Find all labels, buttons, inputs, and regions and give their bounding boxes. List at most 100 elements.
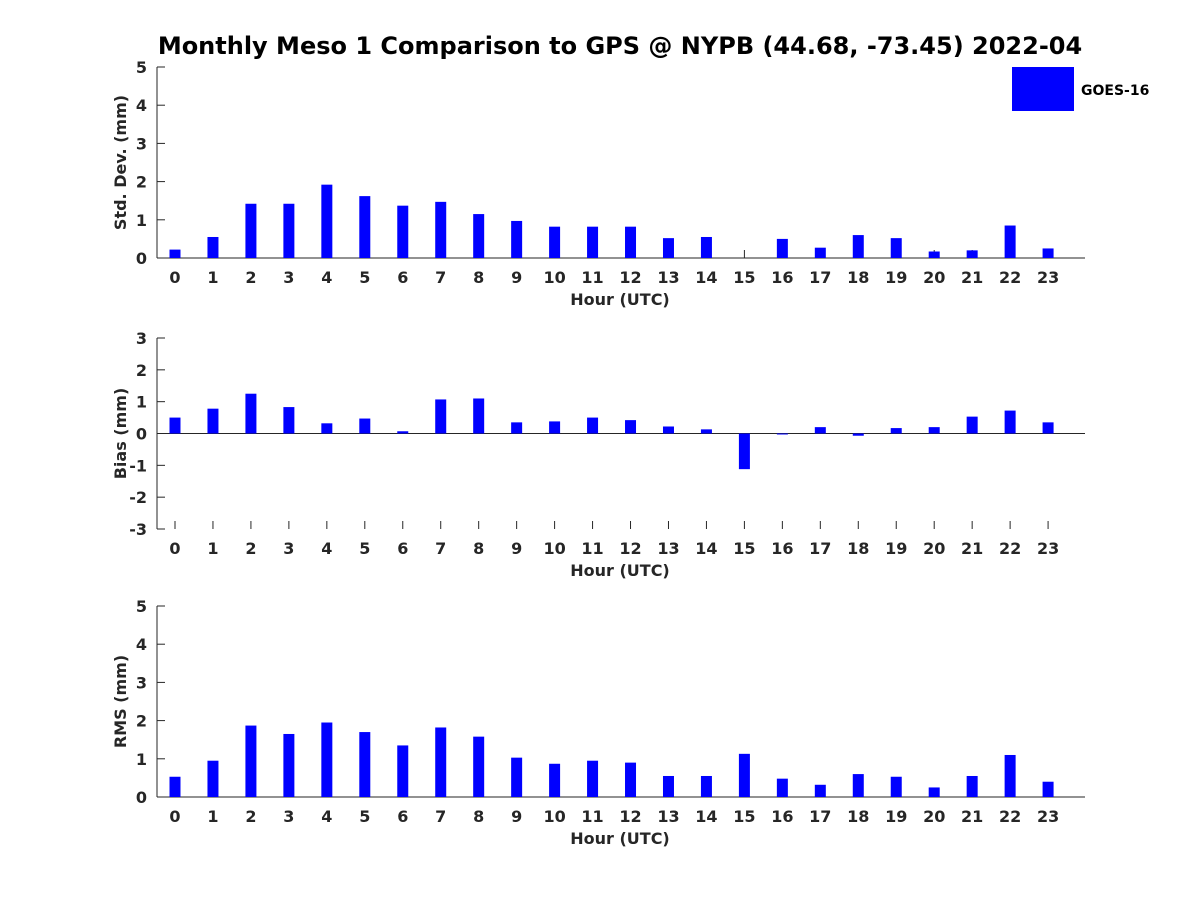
std-dev-x-tick-label: 2 (245, 268, 256, 287)
rms-bar-4 (321, 722, 333, 797)
bias-x-tick-label: 7 (435, 539, 446, 558)
bias-bar-21 (966, 416, 978, 434)
std-dev-bar-4 (321, 184, 333, 258)
rms-bar-19 (890, 776, 902, 797)
rms-bar-23 (1042, 781, 1054, 797)
bias-bar-11 (587, 417, 599, 434)
std-dev-x-tick-label: 10 (543, 268, 565, 287)
bias-bar-9 (511, 422, 523, 434)
rms-x-tick-label: 4 (321, 807, 332, 826)
bias-bar-5 (359, 418, 371, 434)
std-dev-x-tick-label: 4 (321, 268, 332, 287)
rms-bar-21 (966, 775, 978, 797)
rms-bar-20 (928, 787, 940, 797)
bias-x-tick-label: 17 (809, 539, 831, 558)
std-dev-bar-11 (587, 226, 599, 258)
bias-x-tick-label: 22 (999, 539, 1021, 558)
bias-x-tick-label: 9 (511, 539, 522, 558)
bias-y-tick-label: -3 (129, 520, 147, 539)
rms-bar-16 (776, 778, 788, 797)
std-dev-bar-19 (890, 238, 902, 258)
bias-x-tick-label: 11 (581, 539, 603, 558)
bias-x-tick-label: 12 (619, 539, 641, 558)
bias-x-tick-label: 10 (543, 539, 565, 558)
std-dev-bar-14 (700, 236, 712, 258)
rms-x-tick-label: 1 (207, 807, 218, 826)
bias-y-tick-label: 0 (136, 425, 147, 444)
rms-bar-18 (852, 774, 864, 797)
rms-bar-14 (700, 775, 712, 797)
std-dev-bar-6 (397, 205, 409, 258)
rms-bar-0 (169, 776, 181, 797)
std-dev-bar-23 (1042, 248, 1054, 258)
std-dev-x-tick-label: 6 (397, 268, 408, 287)
bias-x-tick-label: 2 (245, 539, 256, 558)
bias-x-tick-label: 19 (885, 539, 907, 558)
rms-x-tick-label: 9 (511, 807, 522, 826)
bias-bar-22 (1004, 410, 1016, 434)
bias-bar-7 (435, 399, 447, 434)
std-dev-bar-9 (511, 220, 523, 258)
bias-bar-23 (1042, 422, 1054, 434)
bias-bar-0 (169, 417, 181, 434)
rms-bar-15 (738, 753, 750, 797)
rms-x-tick-label: 21 (961, 807, 983, 826)
rms-y-tick-label: 5 (136, 597, 147, 616)
chart-title: Monthly Meso 1 Comparison to GPS @ NYPB … (158, 32, 1082, 60)
bias-x-tick-label: 4 (321, 539, 332, 558)
std-dev-x-tick-label: 20 (923, 268, 945, 287)
bias-x-tick-label: 18 (847, 539, 869, 558)
rms-x-tick-label: 2 (245, 807, 256, 826)
std-dev-x-tick-label: 21 (961, 268, 983, 287)
std-dev-y-tick-label: 5 (136, 58, 147, 77)
std-dev-bar-2 (245, 203, 257, 258)
legend-label-goes-16: GOES-16 (1081, 83, 1149, 99)
std-dev-x-tick-label: 17 (809, 268, 831, 287)
std-dev-bar-3 (283, 203, 295, 258)
bias-x-tick-label: 1 (207, 539, 218, 558)
bias-bar-10 (549, 421, 561, 434)
std-dev-bar-7 (435, 201, 447, 258)
bias-y-tick-label: 3 (136, 329, 147, 348)
rms-x-tick-label: 8 (473, 807, 484, 826)
bias-x-tick-label: 14 (695, 539, 717, 558)
rms-x-tick-label: 11 (581, 807, 603, 826)
std-dev-x-axis-label: Hour (UTC) (570, 290, 670, 309)
bias-x-tick-label: 0 (169, 539, 180, 558)
rms-bar-6 (397, 745, 409, 797)
rms-x-tick-label: 19 (885, 807, 907, 826)
std-dev-x-tick-label: 14 (695, 268, 717, 287)
rms-bar-8 (473, 736, 485, 797)
rms-x-tick-label: 10 (543, 807, 565, 826)
bias-y-axis-label: Bias (mm) (111, 388, 130, 480)
rms-y-tick-label: 0 (136, 788, 147, 807)
bias-bar-2 (245, 393, 257, 434)
bias-bar-17 (814, 427, 826, 434)
rms-bar-12 (625, 762, 637, 797)
rms-bar-11 (587, 760, 599, 797)
legend: GOES-16 (1012, 67, 1149, 111)
std-dev-y-tick-label: 4 (136, 96, 147, 115)
std-dev-x-tick-label: 0 (169, 268, 180, 287)
bias-bar-4 (321, 423, 333, 434)
std-dev-bar-10 (549, 226, 561, 258)
bias-x-tick-label: 20 (923, 539, 945, 558)
rms-x-tick-label: 3 (283, 807, 294, 826)
std-dev-y-tick-label: 0 (136, 249, 147, 268)
std-dev-y-tick-label: 2 (136, 173, 147, 192)
rms-bar-10 (549, 763, 561, 797)
rms-bar-22 (1004, 754, 1016, 797)
bias-x-tick-label: 8 (473, 539, 484, 558)
rms-x-tick-label: 6 (397, 807, 408, 826)
bias-bar-19 (890, 428, 902, 434)
rms-y-tick-label: 1 (136, 750, 147, 769)
rms-x-tick-label: 17 (809, 807, 831, 826)
rms-bar-7 (435, 727, 447, 797)
rms-bar-1 (207, 760, 219, 797)
std-dev-y-tick-label: 3 (136, 134, 147, 153)
rms-bar-5 (359, 732, 371, 797)
std-dev-x-tick-label: 19 (885, 268, 907, 287)
rms-x-tick-label: 15 (733, 807, 755, 826)
std-dev-x-tick-label: 16 (771, 268, 793, 287)
